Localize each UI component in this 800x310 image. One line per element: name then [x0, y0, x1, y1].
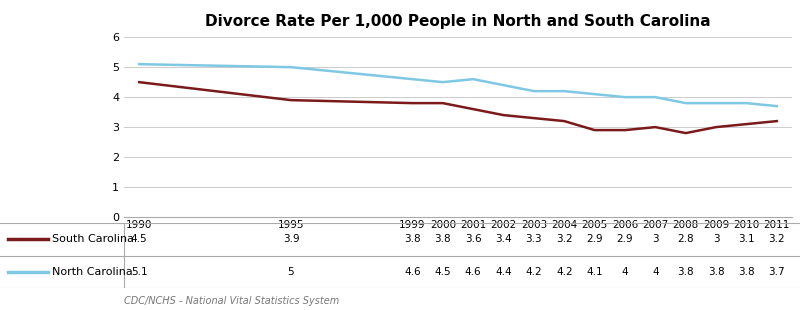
Text: 4: 4 — [622, 267, 628, 277]
Text: 2.9: 2.9 — [617, 234, 634, 245]
Text: 3.2: 3.2 — [769, 234, 785, 245]
Text: 5.1: 5.1 — [131, 267, 147, 277]
Text: 4.1: 4.1 — [586, 267, 603, 277]
Text: 3.8: 3.8 — [708, 267, 725, 277]
Text: 3.7: 3.7 — [769, 267, 785, 277]
Text: 4.5: 4.5 — [131, 234, 147, 245]
Text: 3.1: 3.1 — [738, 234, 754, 245]
Text: 5: 5 — [288, 267, 294, 277]
Text: CDC/NCHS - National Vital Statistics System: CDC/NCHS - National Vital Statistics Sys… — [124, 296, 339, 306]
Text: South Carolina: South Carolina — [52, 234, 134, 245]
Text: 3.2: 3.2 — [556, 234, 573, 245]
Text: 3.6: 3.6 — [465, 234, 482, 245]
Text: 3.3: 3.3 — [526, 234, 542, 245]
Title: Divorce Rate Per 1,000 People in North and South Carolina: Divorce Rate Per 1,000 People in North a… — [205, 14, 711, 29]
Text: 3.8: 3.8 — [738, 267, 754, 277]
Text: 4.2: 4.2 — [556, 267, 573, 277]
Text: 3.8: 3.8 — [434, 234, 451, 245]
Text: 3: 3 — [713, 234, 719, 245]
Text: 3.8: 3.8 — [404, 234, 421, 245]
Text: 3.9: 3.9 — [282, 234, 299, 245]
Text: 4: 4 — [652, 267, 658, 277]
Text: 4.6: 4.6 — [465, 267, 482, 277]
Text: 3.4: 3.4 — [495, 234, 512, 245]
Text: 3.8: 3.8 — [678, 267, 694, 277]
Text: 4.2: 4.2 — [526, 267, 542, 277]
Text: 3: 3 — [652, 234, 658, 245]
Text: 2.8: 2.8 — [678, 234, 694, 245]
Text: 2.9: 2.9 — [586, 234, 603, 245]
Text: 4.5: 4.5 — [434, 267, 451, 277]
Text: 4.6: 4.6 — [404, 267, 421, 277]
Text: North Carolina: North Carolina — [52, 267, 133, 277]
Text: 4.4: 4.4 — [495, 267, 512, 277]
